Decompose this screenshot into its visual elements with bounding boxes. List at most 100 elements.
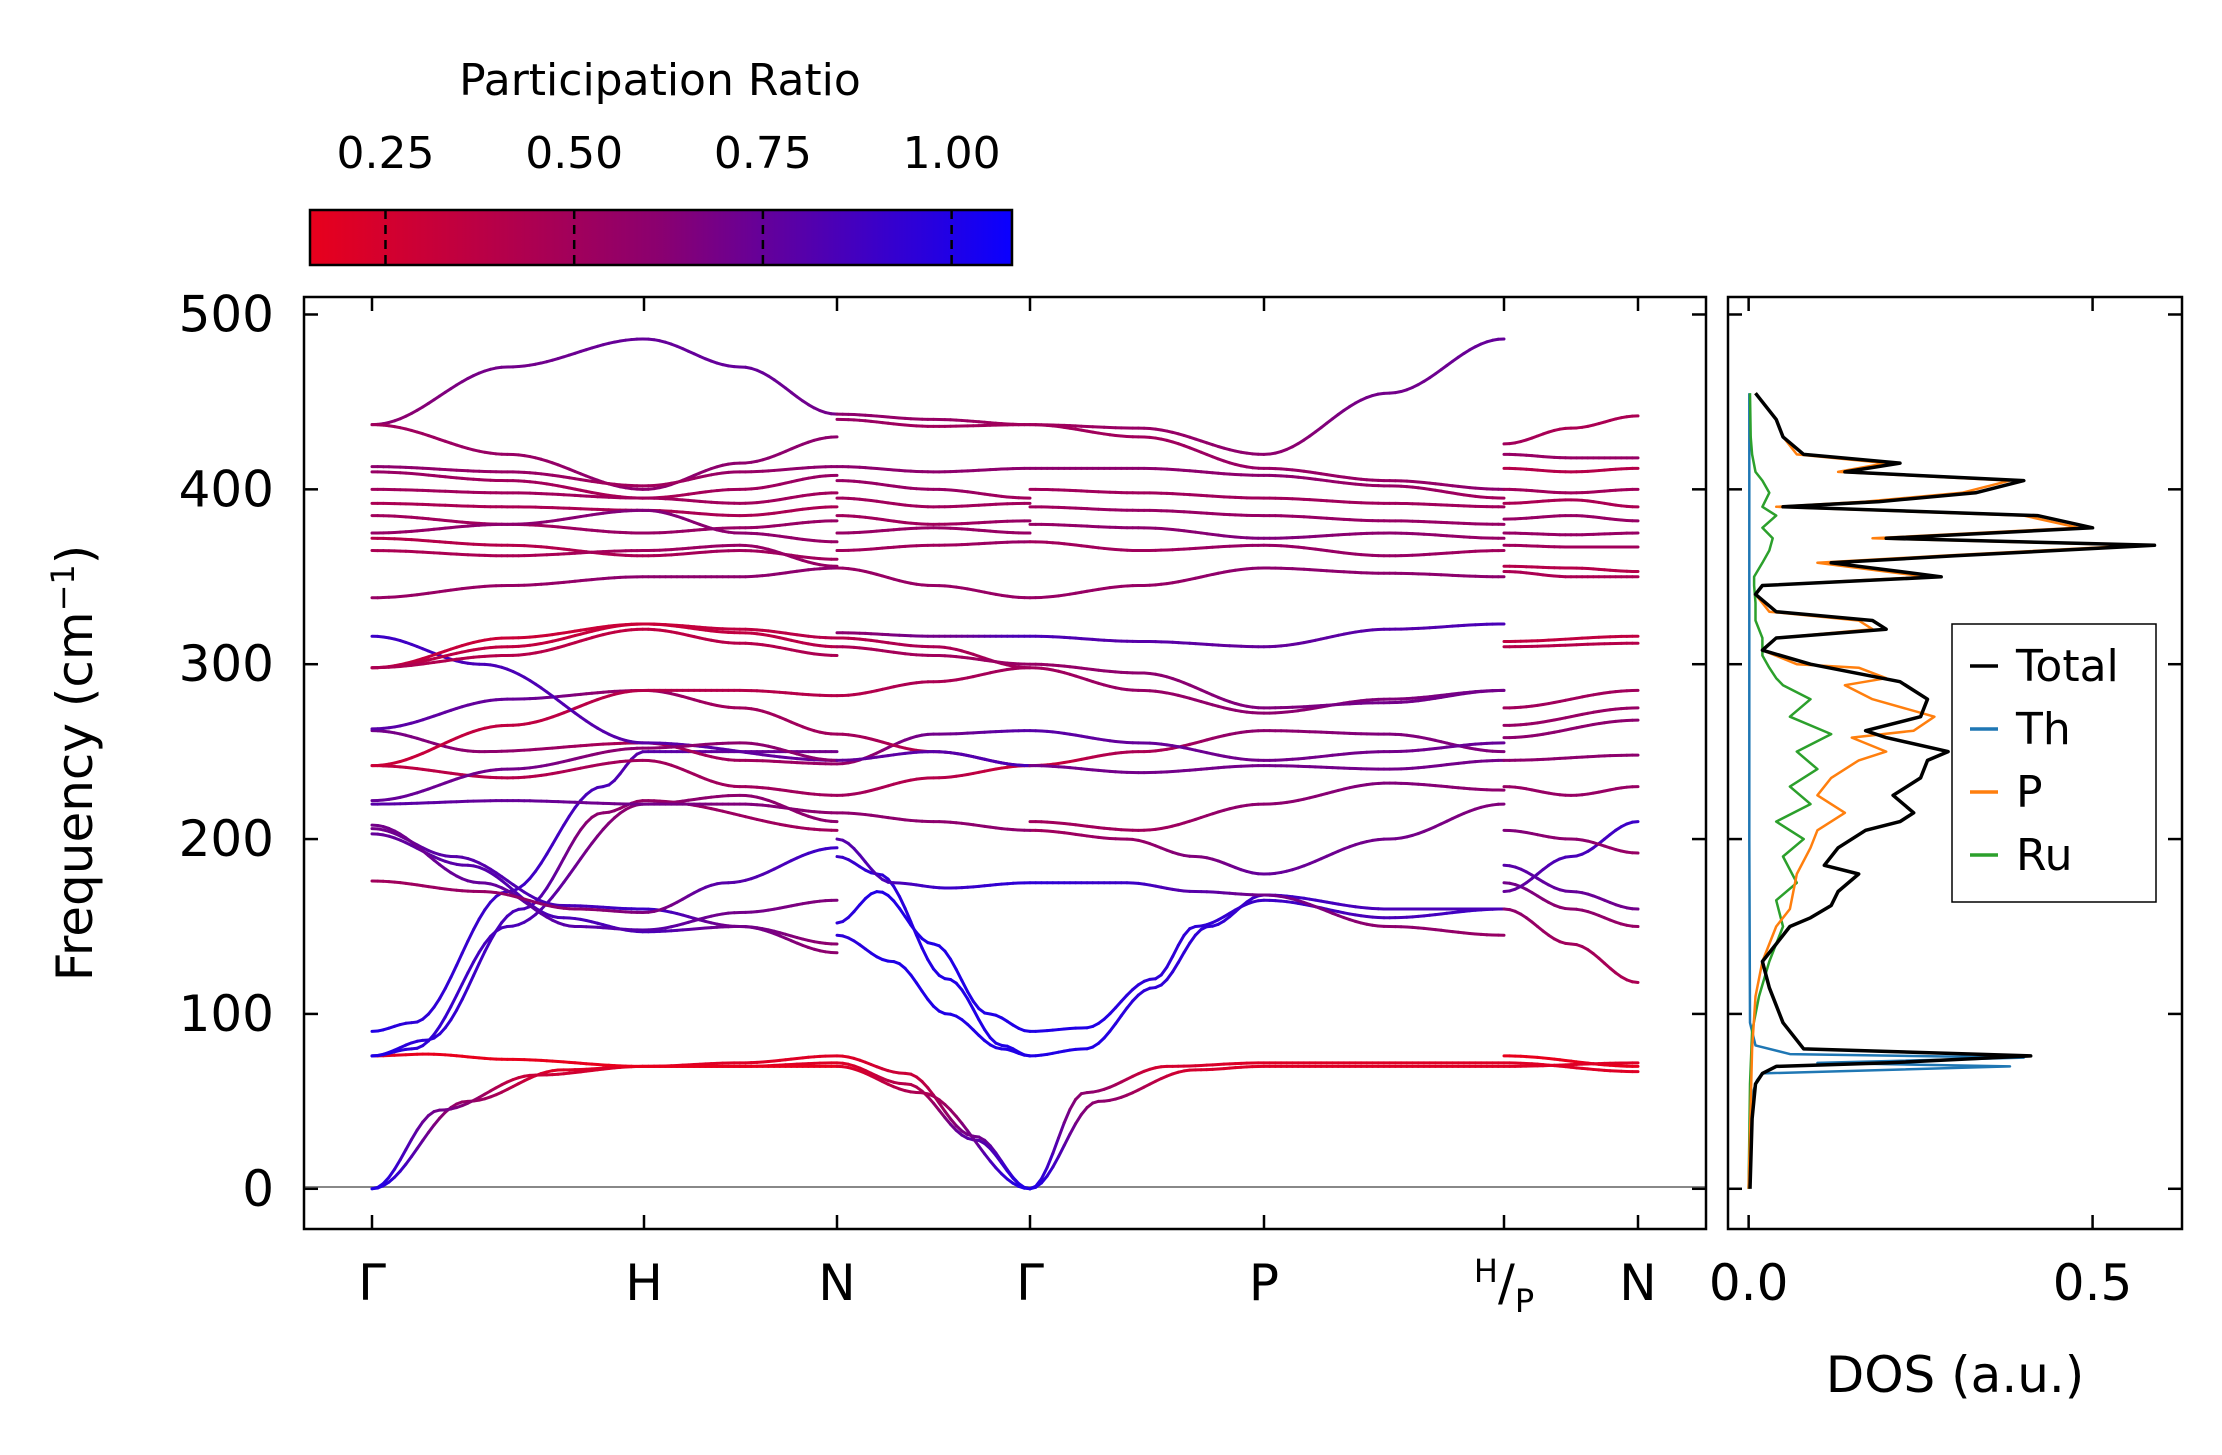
band-segment [415, 1139, 425, 1151]
band-pn-2f [1502, 634, 1640, 643]
band-segment [1074, 1113, 1083, 1126]
band-segment [892, 899, 901, 910]
colorbar-title: Participation Ratio [459, 55, 861, 106]
band-pn-2b [1502, 718, 1640, 740]
band-segment [937, 1101, 947, 1113]
band-segment [409, 1128, 419, 1142]
band-low-opt-5 [370, 832, 839, 955]
band-pn-2e [1502, 641, 1640, 649]
band-acoustic-2 [370, 1061, 839, 1191]
band-opt-2d [370, 688, 839, 736]
band-segment [539, 852, 549, 865]
band-segment [404, 1138, 413, 1152]
band-segment [926, 958, 935, 971]
band-segment [449, 993, 459, 1008]
band-segment [472, 917, 481, 932]
band-segment [1051, 1136, 1061, 1155]
band-segment [983, 1028, 992, 1040]
band-segment [579, 849, 588, 861]
band-segment [960, 988, 970, 1001]
band-segment [983, 1152, 992, 1163]
band-segment [1630, 980, 1640, 984]
band-ng-2d [835, 732, 1032, 768]
band-pn-mid-5 [1502, 828, 1640, 855]
band-opt-2i [370, 627, 839, 670]
band-segment [1114, 1014, 1123, 1026]
band-pn-2d [1502, 688, 1640, 710]
band-opt-2e [370, 688, 839, 768]
band-segment [949, 957, 958, 971]
colorbar-tick-labels: 0.25 0.50 0.75 1.00 [336, 128, 1000, 179]
band-ng-mid-3 [835, 855, 1032, 1058]
band-gp-2f [1028, 758, 1506, 775]
band-segment [421, 1131, 430, 1143]
band-segment [443, 1018, 453, 1030]
band-segment [1125, 999, 1135, 1010]
band-ng-mid-2 [835, 933, 1032, 1058]
band-segment [1051, 1155, 1061, 1169]
band-segment [556, 823, 566, 837]
band-ng-2f [835, 636, 1032, 670]
band-ng-up-4 [835, 479, 1032, 500]
band-segment [892, 884, 901, 898]
band-segment [909, 920, 918, 937]
band-acoustic-ng-1 [835, 1054, 1032, 1191]
band-segment [926, 1086, 935, 1097]
band-segment [556, 880, 566, 892]
band-ng-up-9 [835, 566, 1032, 600]
colorbar-tick-label-2: 0.75 [714, 128, 812, 179]
band-ng-mid-4 [835, 837, 1032, 890]
band-segment [1188, 933, 1197, 945]
band-segment [920, 989, 930, 1001]
band-low-opt-7 [370, 846, 839, 914]
band-upper-5 [370, 487, 839, 505]
band-acoustic-gp-1 [1028, 1061, 1506, 1191]
band-pn-2c [1502, 706, 1640, 727]
band-acoustic-3 [370, 1052, 839, 1068]
band-segment [1045, 1151, 1055, 1170]
band-segment [387, 1167, 397, 1179]
band-pn-mid-3 [1502, 907, 1640, 984]
band-segment [966, 990, 975, 1003]
band-ng-up-8 [835, 540, 1032, 553]
band-segment [488, 929, 498, 943]
band-gp-mid-5 [1028, 781, 1506, 832]
band-gp-mid-3 [1028, 881, 1506, 937]
band-gp-2e [1028, 622, 1506, 649]
band-segment [573, 828, 583, 840]
band-segment [460, 986, 470, 1001]
band-segment [483, 935, 492, 946]
band-segment [466, 960, 475, 975]
band-gp-2b [1028, 729, 1506, 762]
band-segment [932, 1101, 941, 1112]
band-segment [579, 821, 588, 832]
band-segment [960, 979, 970, 994]
band-segment [1176, 951, 1186, 964]
band-segment [1079, 1106, 1089, 1117]
band-segment [550, 867, 560, 881]
band-segment [966, 997, 975, 1011]
band-upper-3 [370, 465, 839, 488]
band-segment [1068, 1122, 1078, 1136]
band-segment [1159, 965, 1169, 977]
band-segment [914, 981, 924, 993]
band-segment [909, 973, 918, 985]
band-segment [1182, 941, 1192, 955]
band-acoustic-1 [370, 1054, 839, 1191]
band-segment [1005, 1169, 1015, 1180]
band-segment [460, 971, 470, 986]
band-segment [943, 1109, 953, 1121]
band-segment [960, 1121, 970, 1133]
band-segment [567, 806, 577, 818]
band-ng-2i [835, 750, 1032, 768]
colorbar-ticks [384, 210, 953, 265]
band-segment [1062, 1107, 1072, 1125]
band-acoustic-pn-3 [1502, 1061, 1640, 1068]
band-segment [415, 1120, 425, 1132]
band-opt-2f [370, 634, 839, 762]
band-segment [449, 1008, 459, 1022]
band-segment [432, 1024, 442, 1036]
band-pn-mid-6 [1502, 785, 1640, 797]
band-segment [1165, 970, 1175, 982]
band-segment [1057, 1121, 1066, 1140]
